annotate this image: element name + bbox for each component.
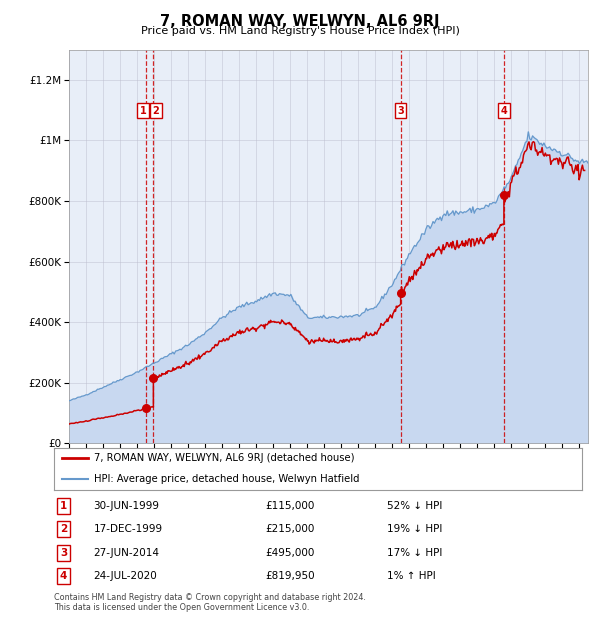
Text: 19% ↓ HPI: 19% ↓ HPI bbox=[386, 525, 442, 534]
Text: 52% ↓ HPI: 52% ↓ HPI bbox=[386, 501, 442, 511]
Text: 1: 1 bbox=[140, 105, 146, 115]
Text: 24-JUL-2020: 24-JUL-2020 bbox=[94, 571, 157, 582]
Text: 2: 2 bbox=[152, 105, 160, 115]
Text: 4: 4 bbox=[500, 105, 507, 115]
Text: 7, ROMAN WAY, WELWYN, AL6 9RJ: 7, ROMAN WAY, WELWYN, AL6 9RJ bbox=[160, 14, 440, 29]
Text: 1: 1 bbox=[60, 501, 67, 511]
Text: 3: 3 bbox=[397, 105, 404, 115]
Text: HPI: Average price, detached house, Welwyn Hatfield: HPI: Average price, detached house, Welw… bbox=[94, 474, 359, 484]
Text: 1% ↑ HPI: 1% ↑ HPI bbox=[386, 571, 436, 582]
Text: Price paid vs. HM Land Registry's House Price Index (HPI): Price paid vs. HM Land Registry's House … bbox=[140, 26, 460, 36]
Text: Contains HM Land Registry data © Crown copyright and database right 2024.
This d: Contains HM Land Registry data © Crown c… bbox=[54, 593, 366, 612]
Text: 27-JUN-2014: 27-JUN-2014 bbox=[94, 547, 160, 558]
Text: 4: 4 bbox=[60, 571, 67, 582]
Text: 17-DEC-1999: 17-DEC-1999 bbox=[94, 525, 163, 534]
Text: £115,000: £115,000 bbox=[265, 501, 314, 511]
Text: 3: 3 bbox=[60, 547, 67, 558]
Text: 17% ↓ HPI: 17% ↓ HPI bbox=[386, 547, 442, 558]
Text: 2: 2 bbox=[60, 525, 67, 534]
Text: 30-JUN-1999: 30-JUN-1999 bbox=[94, 501, 160, 511]
Text: £819,950: £819,950 bbox=[265, 571, 315, 582]
Text: 7, ROMAN WAY, WELWYN, AL6 9RJ (detached house): 7, ROMAN WAY, WELWYN, AL6 9RJ (detached … bbox=[94, 453, 354, 463]
Text: £495,000: £495,000 bbox=[265, 547, 314, 558]
Text: £215,000: £215,000 bbox=[265, 525, 314, 534]
